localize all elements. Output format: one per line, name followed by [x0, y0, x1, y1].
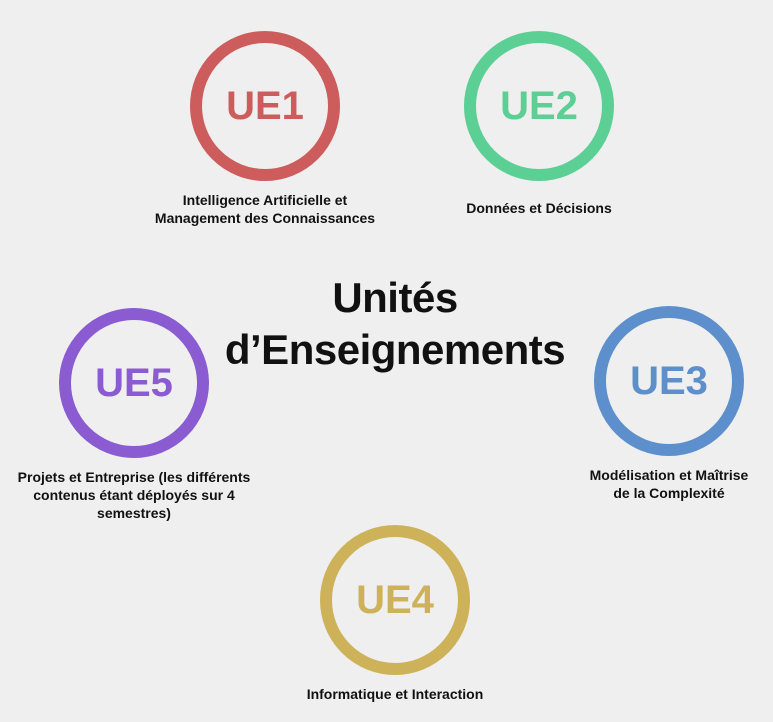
ue3-caption: Modélisation et Maîtrise de la Complexit…	[539, 466, 773, 502]
ue2-ring: UE2	[464, 31, 614, 181]
ue5-label: UE5	[95, 361, 173, 405]
ue5-caption-line-2: contenus étant déployés sur 4	[33, 487, 235, 503]
unit-ue3: UE3 Modélisation et Maîtrise de la Compl…	[539, 306, 773, 502]
ue4-ring: UE4	[320, 525, 470, 675]
unit-ue4: UE4 Informatique et Interaction	[265, 525, 525, 703]
ue3-label: UE3	[630, 359, 708, 403]
diagram-title: Unités d’Enseignements	[195, 272, 595, 376]
ue2-caption-line-1: Données et Décisions	[466, 200, 612, 216]
ue5-caption-line-1: Projets et Entreprise (les différents	[17, 469, 251, 485]
unit-ue1: UE1 Intelligence Artificielle et Managem…	[135, 31, 395, 227]
ue2-caption: Données et Décisions	[409, 199, 669, 217]
ue5-ring: UE5	[59, 308, 209, 458]
ue1-ring: UE1	[190, 31, 340, 181]
ue1-caption-line-1: Intelligence Artificielle et	[182, 192, 348, 208]
ue5-caption: Projets et Entreprise (les différents co…	[4, 468, 264, 522]
ue4-caption-line-1: Informatique et Interaction	[306, 686, 484, 702]
title-line-2: d’Enseignements	[224, 326, 566, 373]
title-line-1: Unités	[332, 274, 458, 321]
ue1-caption: Intelligence Artificielle et Management …	[135, 191, 395, 227]
ue3-caption-line-1: Modélisation et Maîtrise	[589, 467, 749, 483]
ue1-label: UE1	[226, 84, 304, 128]
ue2-label: UE2	[500, 84, 578, 128]
ue3-ring: UE3	[594, 306, 744, 456]
unit-ue2: UE2 Données et Décisions	[409, 31, 669, 217]
unit-ue5: UE5 Projets et Entreprise (les différent…	[4, 308, 264, 522]
ue4-label: UE4	[356, 578, 434, 622]
ue3-caption-line-2: de la Complexité	[613, 485, 725, 501]
ue4-caption: Informatique et Interaction	[265, 685, 525, 703]
ue5-caption-line-3: semestres)	[97, 505, 171, 521]
ue1-caption-line-2: Management des Connaissances	[154, 210, 376, 226]
